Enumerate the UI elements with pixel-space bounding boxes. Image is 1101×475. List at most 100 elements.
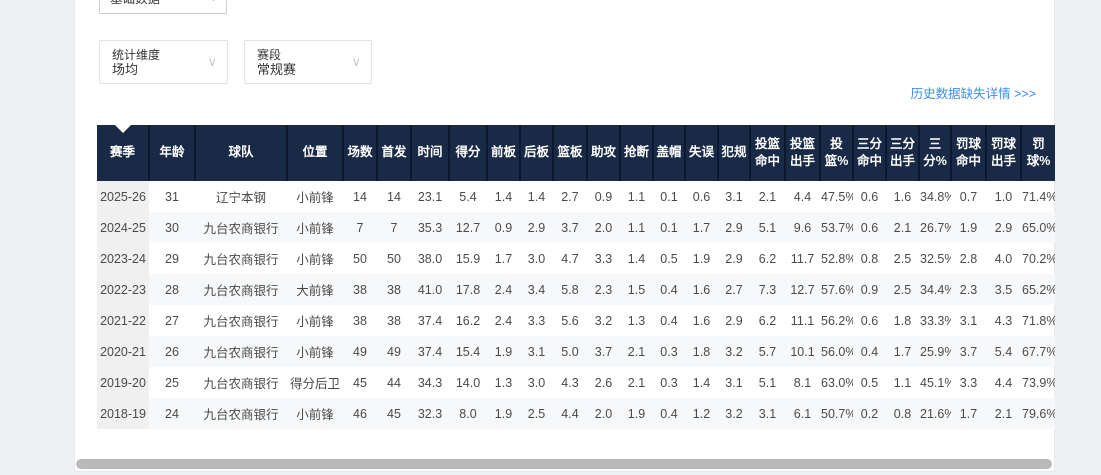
- data-type-select[interactable]: 基础数据 ▾: [99, 0, 227, 14]
- stat-cell: 29: [165, 251, 179, 266]
- stat-cell: 2.5: [527, 406, 546, 421]
- stat-cell: 6.1: [793, 406, 812, 421]
- stat-cell: 14.0: [455, 375, 481, 390]
- stat-cell: 0.6: [860, 189, 879, 204]
- stat-cell: 2.1: [627, 375, 646, 390]
- column-header[interactable]: 位置: [286, 125, 343, 181]
- column-header[interactable]: 投篮出手: [784, 125, 820, 181]
- stat-cell: 0.1: [660, 220, 678, 235]
- stat-cell: 3.1: [758, 406, 777, 421]
- stat-cell: 0.3: [660, 375, 678, 390]
- column-header[interactable]: 罚球出手: [985, 125, 1021, 181]
- stat-cell: 辽宁本钢: [215, 191, 266, 205]
- column-header[interactable]: 场数: [342, 125, 377, 181]
- stat-cell: 1.1: [893, 375, 912, 390]
- stat-cell: 50.7%: [821, 406, 853, 421]
- stat-cell: 33.3%: [920, 313, 951, 328]
- stat-cell: 1.6: [893, 189, 912, 204]
- stat-cell: 2.9: [725, 251, 743, 266]
- column-header[interactable]: 三分命中: [852, 125, 886, 181]
- stat-cell: 5.6: [561, 313, 579, 328]
- stat-cell: 3.0: [527, 375, 546, 390]
- stat-cell: 1.9: [494, 406, 513, 421]
- stat-cell: 1.6: [692, 282, 711, 297]
- column-header[interactable]: 抢断: [619, 125, 653, 181]
- stat-cell: 38.0: [417, 251, 443, 266]
- column-header[interactable]: 犯规: [717, 125, 750, 181]
- column-header[interactable]: 罚球命中: [950, 125, 986, 181]
- stat-cell: 2.3: [594, 282, 613, 297]
- column-header[interactable]: 投篮命中: [749, 125, 785, 181]
- stat-cell: 15.4: [455, 344, 481, 359]
- stat-cell: 3.2: [725, 406, 743, 421]
- stat-dimension-select[interactable]: 统计维度 场均 ∨: [99, 40, 228, 84]
- column-header[interactable]: 首发: [376, 125, 411, 181]
- stat-cell: 57.6%: [821, 282, 853, 297]
- stat-cell: 1.8: [692, 344, 711, 359]
- stat-cell: 2.1: [893, 220, 912, 235]
- stat-cell: 6.2: [758, 251, 777, 266]
- column-header[interactable]: 三分出手: [885, 125, 919, 181]
- stat-cell: 12.7: [455, 220, 481, 235]
- stat-cell: 小前锋: [296, 346, 334, 360]
- stat-cell: 34.8%: [920, 189, 951, 204]
- stat-cell: 15.9: [455, 251, 481, 266]
- stat-cell: 九台农商银行: [203, 377, 279, 391]
- stat-dimension-label: 统计维度: [112, 48, 161, 62]
- season-cell: 2022-23: [97, 274, 149, 305]
- stat-cell: 26.7%: [920, 220, 951, 235]
- column-header[interactable]: 时间: [410, 125, 449, 181]
- column-header[interactable]: 球队: [194, 125, 287, 181]
- stat-cell: 3.1: [725, 189, 743, 204]
- stat-cell: 3.1: [959, 313, 978, 328]
- stat-cell: 2.6: [594, 375, 613, 390]
- stat-cell: 31: [165, 189, 179, 204]
- stat-cell: 3.7: [561, 220, 579, 235]
- column-header[interactable]: 篮板: [552, 125, 587, 181]
- column-header[interactable]: 前板: [486, 125, 520, 181]
- column-header[interactable]: 年龄: [148, 125, 195, 181]
- stat-cell: 35.3: [417, 220, 443, 235]
- stat-cell: 0.8: [860, 251, 879, 266]
- stat-cell: 1.4: [627, 251, 646, 266]
- stat-cell: 0.4: [660, 313, 678, 328]
- stat-cell: 11.7: [790, 251, 815, 266]
- column-header[interactable]: 盖帽: [652, 125, 685, 181]
- stat-cell: 3.2: [594, 313, 613, 328]
- table-body: 2025-26 31 辽宁本钢 小前锋 14 14 23.1 5.4 1.4 1.4 2.7 0.9 1…: [97, 181, 1055, 429]
- stat-cell: 九台农商银行: [203, 222, 279, 236]
- column-header[interactable]: 助攻: [586, 125, 620, 181]
- column-header[interactable]: 投篮%: [819, 125, 853, 181]
- column-header[interactable]: 后板: [519, 125, 553, 181]
- stat-cell: 10.1: [790, 344, 815, 359]
- column-header[interactable]: 三分%: [918, 125, 951, 181]
- stat-cell: 37.4: [417, 344, 443, 359]
- stat-cell: 8.0: [459, 406, 477, 421]
- stat-cell: 25.9%: [920, 344, 951, 359]
- stat-cell: 70.2%: [1022, 251, 1055, 266]
- stat-cell: 0.5: [860, 375, 879, 390]
- stat-cell: 30: [165, 220, 179, 235]
- stat-cell: 1.0: [994, 189, 1013, 204]
- table-row: 2023-24 29 九台农商银行 小前锋 50 50 38.0 15.9 1.7 3.0 4.7 3…: [97, 243, 1055, 274]
- missing-history-data-link[interactable]: 历史数据缺失详情 >>>: [910, 87, 1036, 101]
- table-row: 2022-23 28 九台农商银行 大前锋 38 38 41.0 17.8 2.4 3.4 5.8 2…: [97, 274, 1055, 305]
- column-header[interactable]: 罚球%: [1020, 125, 1055, 181]
- stat-cell: 2.8: [959, 251, 978, 266]
- stat-cell: 56.0%: [821, 344, 853, 359]
- column-header[interactable]: 得分: [448, 125, 487, 181]
- table-row: 2018-19 24 九台农商银行 小前锋 46 45 32.3 8.0 1.9 2.5 4.4 2.…: [97, 398, 1055, 429]
- stat-cell: 45: [353, 375, 367, 390]
- stat-cell: 0.7: [959, 189, 978, 204]
- season-phase-select[interactable]: 赛段 常规赛 ∨: [244, 40, 372, 84]
- column-header[interactable]: 赛季: [97, 125, 149, 181]
- stat-cell: 46: [353, 406, 367, 421]
- horizontal-scrollbar-thumb[interactable]: [76, 459, 1052, 469]
- stat-cell: 小前锋: [296, 253, 334, 267]
- stat-cell: 53.7%: [821, 220, 853, 235]
- stat-cell: 67.7%: [1022, 344, 1055, 359]
- column-header[interactable]: 失误: [684, 125, 718, 181]
- stat-cell: 32.5%: [920, 251, 951, 266]
- season-phase-label: 赛段: [257, 48, 282, 62]
- season-cell: 2020-21: [97, 336, 149, 367]
